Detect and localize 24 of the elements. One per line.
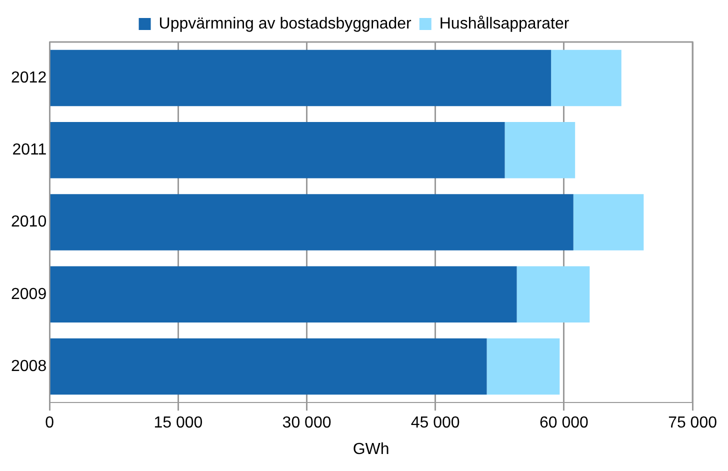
bar	[50, 338, 487, 395]
x-tick-label: 15 000	[154, 414, 203, 432]
legend-label: Uppvärmning av bostadsbyggnader	[158, 15, 412, 32]
y-tick-label: 2009	[11, 286, 47, 303]
x-tick-label: 75 000	[668, 414, 718, 432]
bar	[50, 194, 574, 250]
bar	[50, 50, 552, 106]
y-tick-label: 2008	[11, 358, 47, 375]
bar	[486, 338, 560, 395]
y-tick-label: 2010	[11, 214, 47, 231]
bar	[573, 194, 644, 250]
bar	[50, 266, 517, 323]
y-tick-label: 2012	[11, 69, 47, 86]
x-tick-label: 45 000	[410, 414, 460, 432]
x-tick-label: 60 000	[539, 414, 589, 432]
x-axis-title: GWh	[352, 440, 390, 458]
bar	[551, 50, 622, 106]
y-tick-label: 2011	[12, 142, 47, 159]
legend-label: Hushållsapparater	[439, 15, 570, 32]
x-tick-label: 30 000	[282, 414, 332, 432]
x-tick-label: 0	[45, 414, 54, 432]
bar	[516, 266, 590, 323]
bar	[50, 122, 505, 178]
bar	[504, 122, 576, 178]
